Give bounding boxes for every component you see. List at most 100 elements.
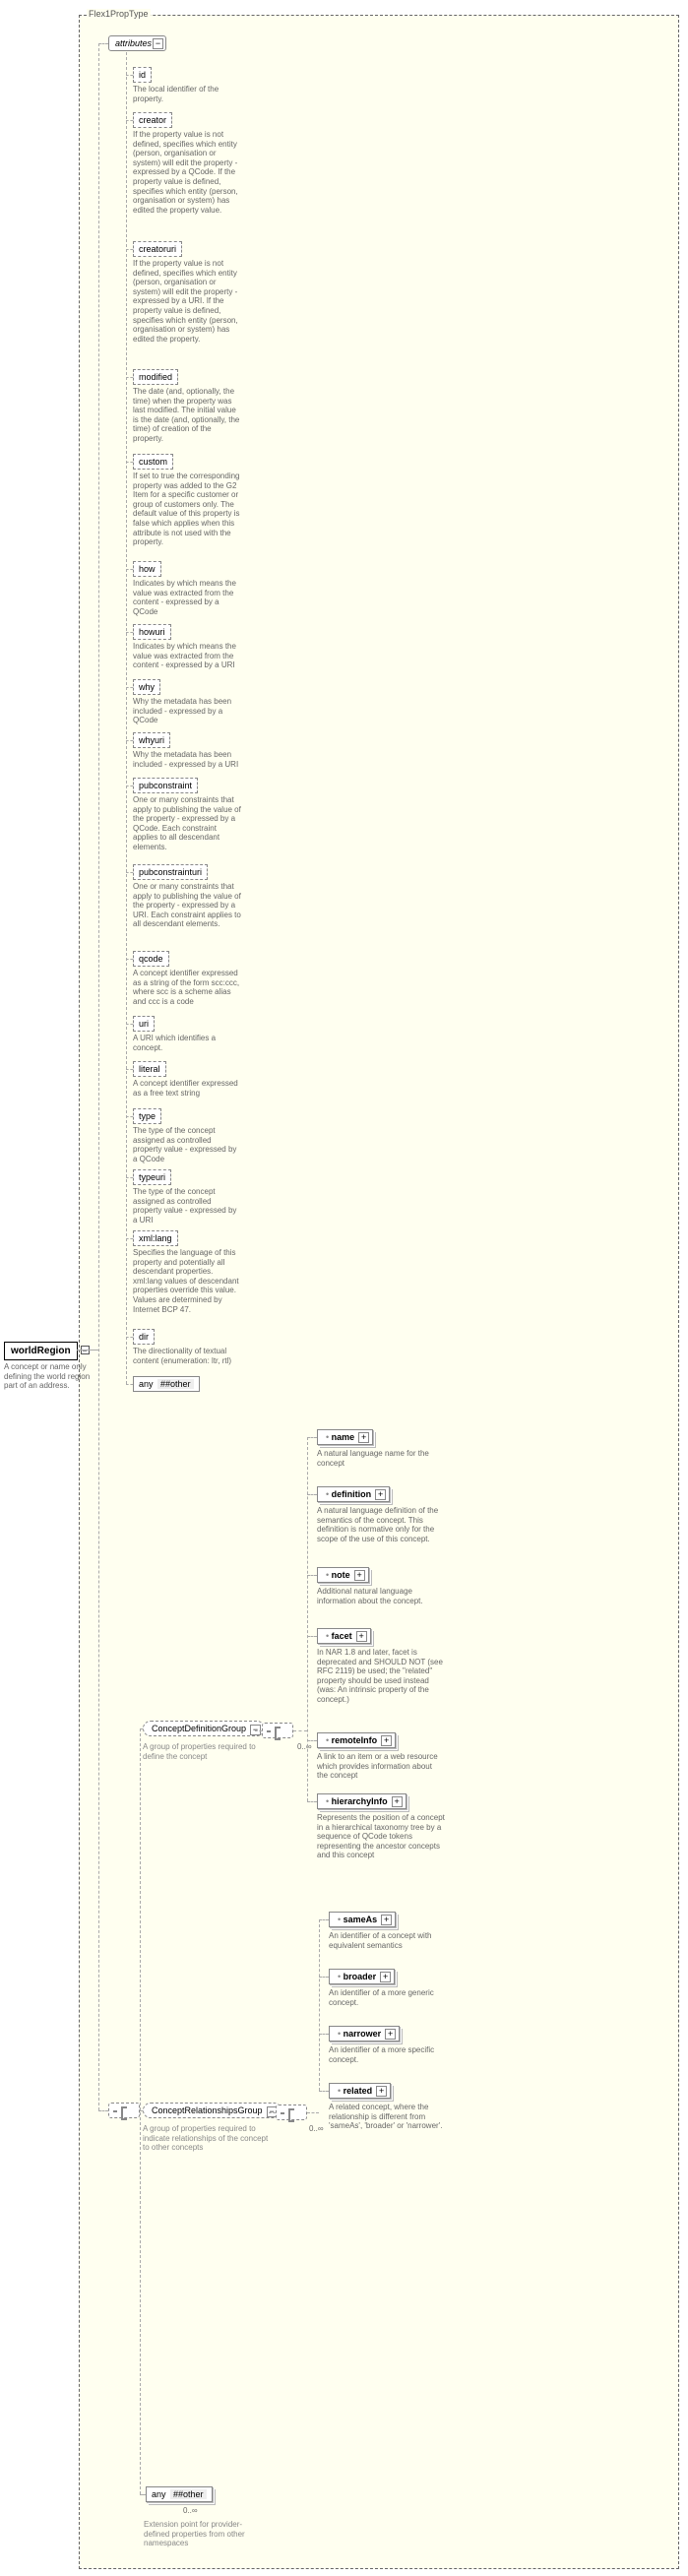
connector-line bbox=[319, 1919, 320, 2091]
connector-line bbox=[98, 43, 108, 44]
connector-line bbox=[293, 1730, 307, 1731]
sequence-compositor-rel bbox=[276, 2105, 307, 2120]
attr-id: id bbox=[133, 67, 152, 83]
connector-line bbox=[307, 1437, 317, 1438]
group-concept-definition-desc: A group of properties required to define… bbox=[143, 1742, 256, 1761]
connector-line bbox=[126, 740, 133, 741]
connector-line bbox=[307, 1575, 317, 1576]
connector-line bbox=[126, 959, 133, 960]
connector-line bbox=[319, 2034, 329, 2035]
attr-desc-modified: The date (and, optionally, the time) whe… bbox=[133, 387, 241, 444]
group-concept-relationships-label: ConceptRelationshipsGroup bbox=[152, 2105, 263, 2115]
diagram-canvas: Flex1PropType worldRegion − A concept or… bbox=[0, 0, 688, 2576]
element-narrower: • narrower bbox=[329, 2026, 400, 2042]
connector-line bbox=[126, 1238, 133, 1239]
connector-line bbox=[319, 1977, 329, 1978]
connector-line bbox=[126, 1024, 133, 1025]
root-element-worldregion: worldRegion − bbox=[4, 1342, 78, 1360]
attr-pubconstraint: pubconstraint bbox=[133, 778, 198, 793]
element-note: • note bbox=[317, 1567, 369, 1583]
attr-any-ns: ##other bbox=[157, 1379, 194, 1389]
occurrence-def: 0..∞ bbox=[297, 1742, 312, 1751]
element-related: • related bbox=[329, 2083, 391, 2099]
attr-typeuri: typeuri bbox=[133, 1169, 171, 1185]
attr-literal: literal bbox=[133, 1061, 166, 1077]
attr-custom: custom bbox=[133, 454, 173, 470]
attr-xml-lang: xml:lang bbox=[133, 1230, 178, 1246]
attributes-label: attributes bbox=[115, 38, 152, 48]
attr-modified: modified bbox=[133, 369, 178, 385]
attr-whyuri: whyuri bbox=[133, 732, 170, 748]
element-facet: • facet bbox=[317, 1628, 371, 1644]
connector-line bbox=[98, 2110, 108, 2111]
attr-any-other: any ##other bbox=[133, 1376, 200, 1392]
group-concept-relationships-desc: A group of properties required to indica… bbox=[143, 2124, 271, 2153]
element-desc-definition: A natural language definition of the sem… bbox=[317, 1506, 445, 1543]
attr-desc-pubconstraint: One or many constraints that apply to pu… bbox=[133, 795, 241, 852]
attr-desc-xml-lang: Specifies the language of this property … bbox=[133, 1248, 241, 1314]
element-desc-hierarchyInfo: Represents the position of a concept in … bbox=[317, 1813, 445, 1860]
attr-how: how bbox=[133, 561, 161, 577]
element-desc-remoteInfo: A link to an item or a web resource whic… bbox=[317, 1752, 445, 1781]
connector-line bbox=[307, 1740, 317, 1741]
attr-qcode: qcode bbox=[133, 951, 169, 967]
connector-line bbox=[126, 569, 133, 570]
connector-line bbox=[126, 872, 133, 873]
connector-line bbox=[255, 1730, 262, 1731]
root-element-desc: A concept or name only defining the worl… bbox=[4, 1362, 93, 1391]
connector-line bbox=[126, 632, 133, 633]
connector-line bbox=[126, 377, 133, 378]
connector-line bbox=[319, 2091, 329, 2092]
attr-desc-literal: A concept identifier expressed as a free… bbox=[133, 1079, 241, 1098]
attr-desc-dir: The directionality of textual content (e… bbox=[133, 1347, 241, 1365]
element-desc-name: A natural language name for the concept bbox=[317, 1449, 445, 1468]
connector-line bbox=[307, 1636, 317, 1637]
group-concept-definition-label: ConceptDefinitionGroup bbox=[152, 1724, 246, 1733]
group-concept-relationships: ConceptRelationshipsGroup bbox=[143, 2103, 281, 2118]
attr-desc-typeuri: The type of the concept assigned as cont… bbox=[133, 1187, 241, 1225]
attr-desc-how: Indicates by which means the value was e… bbox=[133, 579, 241, 616]
connector-line bbox=[126, 120, 133, 121]
element-broader: • broader bbox=[329, 1969, 395, 1984]
attr-desc-pubconstrainturi: One or many constraints that apply to pu… bbox=[133, 882, 241, 929]
attr-dir: dir bbox=[133, 1329, 155, 1345]
connector-line bbox=[126, 1177, 133, 1178]
element-desc-narrower: An identifier of a more specific concept… bbox=[329, 2045, 457, 2064]
element-desc-related: A related concept, where the relationshi… bbox=[329, 2103, 457, 2131]
element-any-other: any ##other bbox=[146, 2486, 213, 2502]
connector-line bbox=[307, 2112, 319, 2113]
element-sameAs: • sameAs bbox=[329, 1912, 396, 1927]
connector-line bbox=[77, 1350, 98, 1351]
connector-line bbox=[126, 52, 127, 1384]
attr-creatoruri: creatoruri bbox=[133, 241, 182, 257]
element-desc-facet: In NAR 1.8 and later, facet is deprecate… bbox=[317, 1648, 445, 1705]
attr-desc-whyuri: Why the metadata has been included - exp… bbox=[133, 750, 241, 769]
connector-line bbox=[126, 1337, 133, 1338]
element-definition: • definition bbox=[317, 1486, 390, 1502]
attr-desc-creator: If the property value is not defined, sp… bbox=[133, 130, 241, 215]
element-any-label: any bbox=[152, 2489, 166, 2499]
connector-line bbox=[126, 462, 133, 463]
element-name: • name bbox=[317, 1429, 373, 1445]
connector-line bbox=[126, 687, 133, 688]
group-concept-definition: ConceptDefinitionGroup bbox=[143, 1721, 265, 1736]
connector-line bbox=[98, 43, 99, 2110]
attr-desc-custom: If set to true the corresponding propert… bbox=[133, 471, 241, 547]
element-desc-broader: An identifier of a more generic concept. bbox=[329, 1988, 457, 2007]
attr-desc-howuri: Indicates by which means the value was e… bbox=[133, 642, 241, 670]
connector-line bbox=[140, 1728, 141, 2494]
attr-any-label: any bbox=[139, 1379, 154, 1389]
element-desc-sameAs: An identifier of a concept with equivale… bbox=[329, 1931, 457, 1950]
element-hierarchyInfo: • hierarchyInfo bbox=[317, 1793, 407, 1809]
attr-desc-qcode: A concept identifier expressed as a stri… bbox=[133, 969, 241, 1006]
occurrence-rel: 0..∞ bbox=[309, 2124, 324, 2133]
sequence-compositor-def bbox=[262, 1723, 293, 1738]
connector-line bbox=[126, 75, 133, 76]
occurrence-any: 0..∞ bbox=[183, 2506, 198, 2515]
attributes-box: attributes bbox=[108, 35, 166, 51]
connector-line bbox=[307, 1494, 317, 1495]
attr-desc-creatoruri: If the property value is not defined, sp… bbox=[133, 259, 241, 344]
attr-pubconstrainturi: pubconstrainturi bbox=[133, 864, 208, 880]
attr-uri: uri bbox=[133, 1016, 155, 1032]
root-element-name: worldRegion bbox=[11, 1346, 71, 1356]
